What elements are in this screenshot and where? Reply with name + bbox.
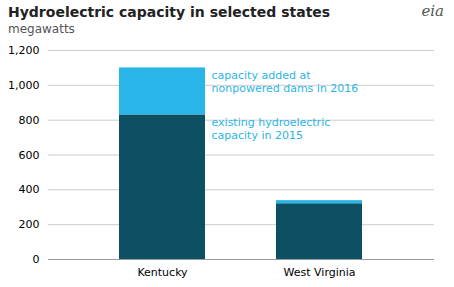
html-text:Hydroelectric capacity in sele: Hydroelectric capacity in selected state… (8, 4, 331, 20)
svg-text:existing hydroelectriccapacity: existing hydroelectriccapacity in 2015 (212, 116, 331, 142)
svg-text:0: 0 (33, 253, 40, 266)
svg-text:400: 400 (19, 183, 40, 196)
html-text:megawatts: megawatts (8, 22, 75, 36)
svg-text:West Virginia: West Virginia (283, 266, 355, 279)
svg-text:800: 800 (19, 114, 40, 127)
svg-text:600: 600 (19, 149, 40, 162)
svg-text:capacity added atnonpowered da: capacity added atnonpowered dams in 2016 (212, 69, 359, 95)
svg-text:200: 200 (19, 218, 40, 231)
svg-text:1,000: 1,000 (8, 79, 40, 92)
svg-text:1,200: 1,200 (8, 44, 40, 57)
html-text:eia: eia (421, 2, 444, 20)
svg-text:Kentucky: Kentucky (137, 266, 188, 279)
